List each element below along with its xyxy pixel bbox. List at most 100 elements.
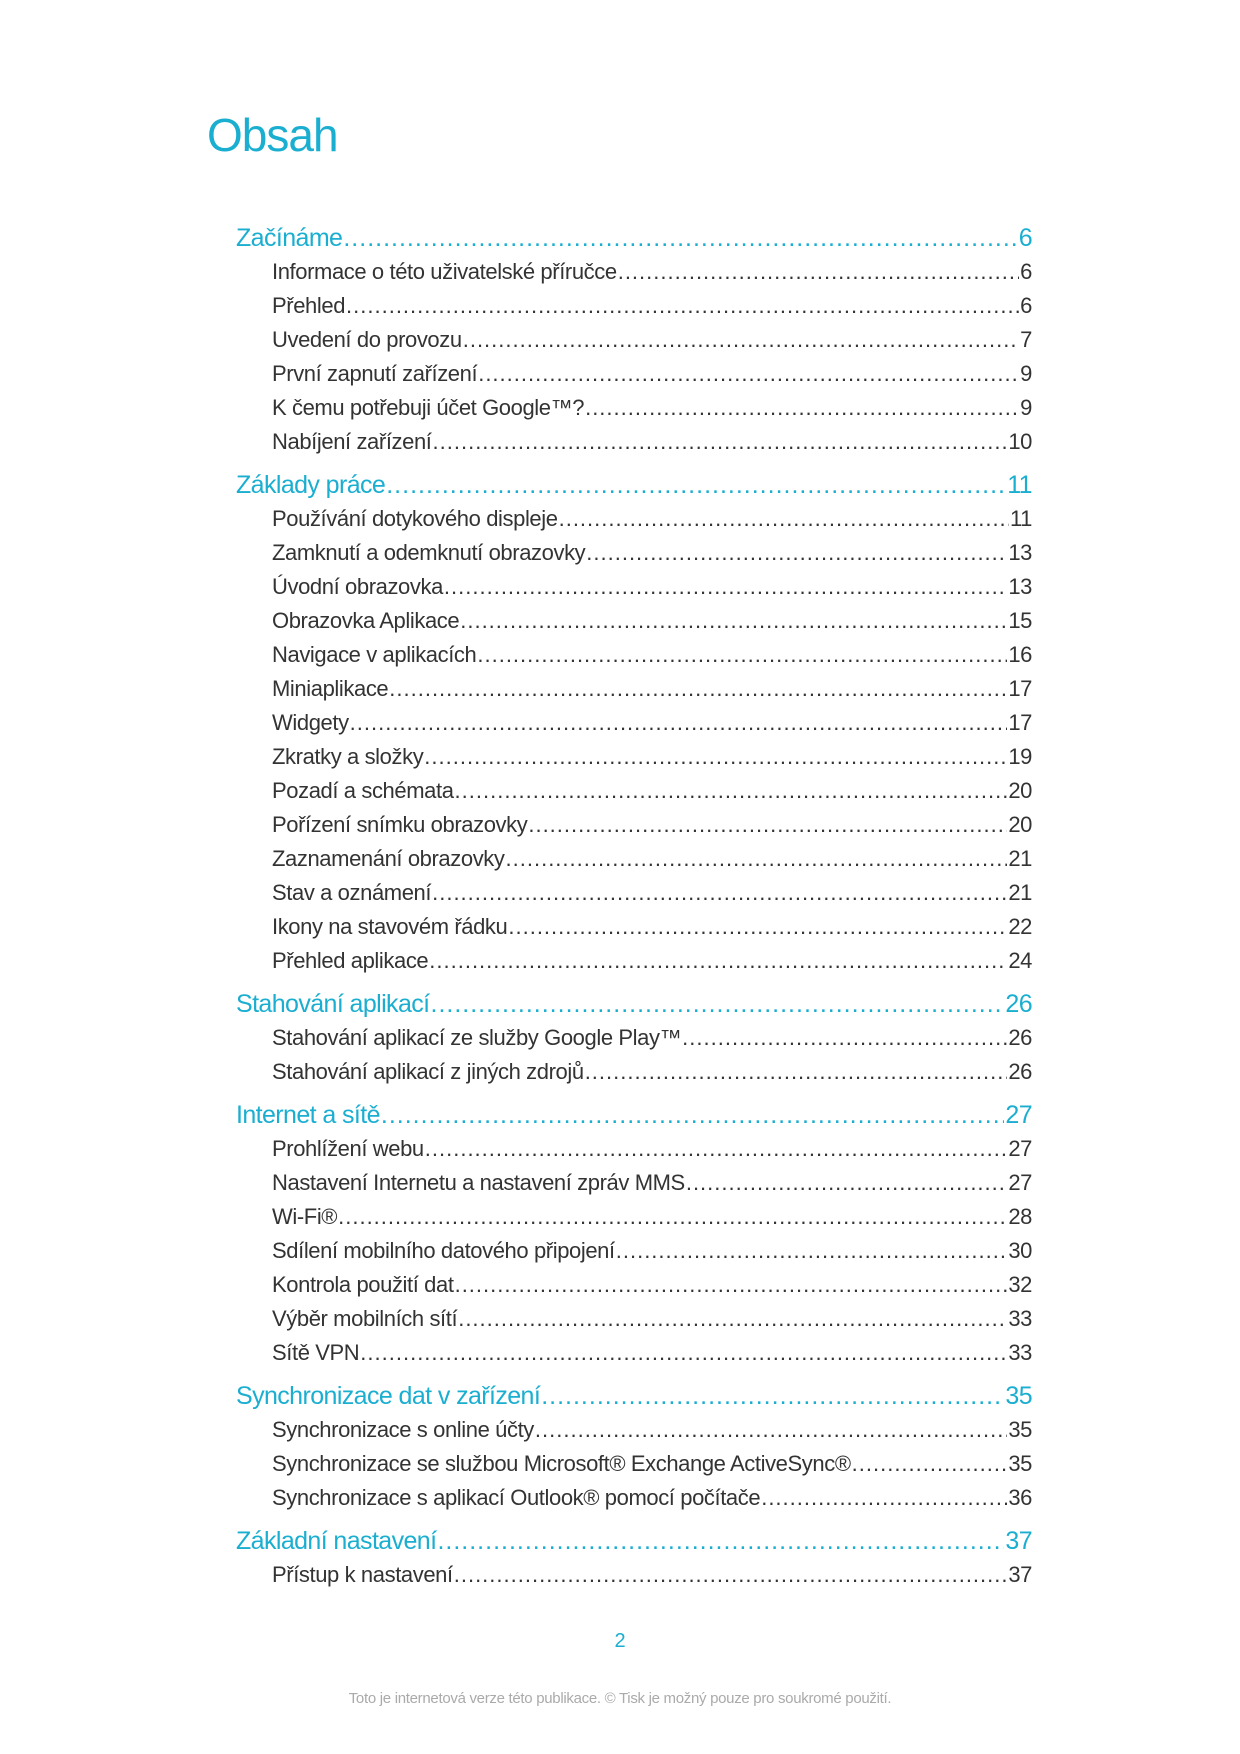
toc-item[interactable]: Miniaplikace 17 bbox=[236, 672, 1032, 706]
toc-item[interactable]: Wi-Fi® 28 bbox=[236, 1200, 1032, 1234]
toc-section[interactable]: Začínáme 6 bbox=[236, 221, 1032, 255]
toc-item[interactable]: Prohlížení webu 27 bbox=[236, 1132, 1032, 1166]
toc-item[interactable]: Přístup k nastavení 37 bbox=[236, 1558, 1032, 1592]
toc-label: Obrazovka Aplikace bbox=[272, 608, 460, 633]
toc-label: Uvedení do provozu bbox=[272, 327, 462, 352]
toc-page: 13 bbox=[1008, 574, 1032, 599]
toc-page: 27 bbox=[1008, 1136, 1032, 1161]
toc-label: Synchronizace dat v zařízení bbox=[236, 1382, 541, 1410]
toc-page: 33 bbox=[1008, 1340, 1032, 1365]
toc-item[interactable]: Nastavení Internetu a nastavení zpráv MM… bbox=[236, 1166, 1032, 1200]
toc-page: 30 bbox=[1008, 1238, 1032, 1263]
toc-item[interactable]: Zamknutí a odemknutí obrazovky 13 bbox=[236, 536, 1032, 570]
toc-item[interactable]: Úvodní obrazovka 13 bbox=[236, 570, 1032, 604]
dot-leader bbox=[528, 808, 1007, 842]
dot-leader bbox=[477, 638, 1007, 672]
dot-leader bbox=[852, 1447, 1008, 1481]
dot-leader bbox=[389, 672, 1007, 706]
toc-section[interactable]: Internet a sítě 27 bbox=[236, 1098, 1032, 1132]
toc-label: Ikony na stavovém řádku bbox=[272, 914, 508, 939]
toc-label: Nastavení Internetu a nastavení zpráv MM… bbox=[272, 1170, 685, 1195]
toc-item[interactable]: Výběr mobilních sítí 33 bbox=[236, 1302, 1032, 1336]
dot-leader bbox=[506, 842, 1008, 876]
toc-page: 9 bbox=[1020, 395, 1032, 420]
toc-item[interactable]: K čemu potřebuji účet Google™? 9 bbox=[236, 391, 1032, 425]
toc-section[interactable]: Základní nastavení 37 bbox=[236, 1524, 1032, 1558]
toc-item[interactable]: Widgety 17 bbox=[236, 706, 1032, 740]
toc-section[interactable]: Základy práce 11 bbox=[236, 468, 1032, 502]
toc-item[interactable]: Navigace v aplikacích 16 bbox=[236, 638, 1032, 672]
dot-leader bbox=[381, 1098, 1005, 1132]
toc-page: 11 bbox=[1009, 506, 1032, 531]
toc-label: První zapnutí zařízení bbox=[272, 361, 478, 386]
toc-label: Synchronizace s online účty bbox=[272, 1417, 534, 1442]
dot-leader bbox=[386, 468, 1006, 502]
toc-label: Začínáme bbox=[236, 224, 343, 252]
dot-leader bbox=[458, 1302, 1007, 1336]
toc-label: Základy práce bbox=[236, 471, 386, 499]
toc-page: 6 bbox=[1018, 224, 1032, 252]
dot-leader bbox=[761, 1481, 1007, 1515]
toc-item[interactable]: Přehled 6 bbox=[236, 289, 1032, 323]
toc-item[interactable]: Stav a oznámení 21 bbox=[236, 876, 1032, 910]
toc-page: 27 bbox=[1005, 1101, 1032, 1129]
dot-leader bbox=[682, 1021, 1007, 1055]
toc-page: 32 bbox=[1008, 1272, 1032, 1297]
toc-item[interactable]: Stahování aplikací ze služby Google Play… bbox=[236, 1021, 1032, 1055]
toc-label: Prohlížení webu bbox=[272, 1136, 424, 1161]
toc-label: Stav a oznámení bbox=[272, 880, 432, 905]
toc-item[interactable]: Používání dotykového displeje 11 bbox=[236, 502, 1032, 536]
toc-item[interactable]: Kontrola použití dat 32 bbox=[236, 1268, 1032, 1302]
toc-page: 35 bbox=[1008, 1417, 1032, 1442]
dot-leader bbox=[424, 740, 1007, 774]
toc-item[interactable]: Obrazovka Aplikace 15 bbox=[236, 604, 1032, 638]
toc-item[interactable]: Sdílení mobilního datového připojení 30 bbox=[236, 1234, 1032, 1268]
toc-page: 17 bbox=[1008, 676, 1032, 701]
toc-page: 10 bbox=[1008, 429, 1032, 454]
dot-leader bbox=[432, 876, 1007, 910]
toc-item[interactable]: Pozadí a schémata 20 bbox=[236, 774, 1032, 808]
toc-label: Zaznamenání obrazovky bbox=[272, 846, 505, 871]
toc-item[interactable]: Sítě VPN 33 bbox=[236, 1336, 1032, 1370]
toc-page: 13 bbox=[1008, 540, 1032, 565]
dot-leader bbox=[360, 1336, 1007, 1370]
dot-leader bbox=[431, 987, 1005, 1021]
toc-item[interactable]: Uvedení do provozu 7 bbox=[236, 323, 1032, 357]
toc-item[interactable]: Přehled aplikace 24 bbox=[236, 944, 1032, 978]
toc-label: Navigace v aplikacích bbox=[272, 642, 477, 667]
toc-item[interactable]: Nabíjení zařízení 10 bbox=[236, 425, 1032, 459]
dot-leader bbox=[618, 255, 1019, 289]
dot-leader bbox=[478, 357, 1019, 391]
dot-leader bbox=[586, 536, 1007, 570]
toc-item[interactable]: Synchronizace s aplikací Outlook® pomocí… bbox=[236, 1481, 1032, 1515]
toc-label: Stahování aplikací bbox=[236, 990, 430, 1018]
toc-section[interactable]: Synchronizace dat v zařízení 35 bbox=[236, 1379, 1032, 1413]
toc-page: 36 bbox=[1008, 1485, 1032, 1510]
toc-label: Základní nastavení bbox=[236, 1527, 437, 1555]
toc-label: Nabíjení zařízení bbox=[272, 429, 432, 454]
toc-item[interactable]: Ikony na stavovém řádku 22 bbox=[236, 910, 1032, 944]
toc-label: Kontrola použití dat bbox=[272, 1272, 454, 1297]
toc-page: 20 bbox=[1008, 812, 1032, 837]
dot-leader bbox=[425, 1132, 1008, 1166]
footer-note: Toto je internetová verze této publikace… bbox=[348, 1690, 892, 1707]
toc-label: Internet a sítě bbox=[236, 1101, 380, 1129]
toc-item[interactable]: První zapnutí zařízení 9 bbox=[236, 357, 1032, 391]
toc-page: 9 bbox=[1020, 361, 1032, 386]
dot-leader bbox=[559, 502, 1009, 536]
toc-page: 20 bbox=[1008, 778, 1032, 803]
toc-page: 22 bbox=[1008, 914, 1032, 939]
toc-item[interactable]: Zkratky a složky 19 bbox=[236, 740, 1032, 774]
toc-item[interactable]: Zaznamenání obrazovky 21 bbox=[236, 842, 1032, 876]
dot-leader bbox=[455, 774, 1008, 808]
dot-leader bbox=[541, 1379, 1004, 1413]
dot-leader bbox=[616, 1234, 1008, 1268]
toc-item[interactable]: Stahování aplikací z jiných zdrojů 26 bbox=[236, 1055, 1032, 1089]
toc-item[interactable]: Synchronizace s online účty 35 bbox=[236, 1413, 1032, 1447]
toc-item[interactable]: Pořízení snímku obrazovky 20 bbox=[236, 808, 1032, 842]
toc-item[interactable]: Synchronizace se službou Microsoft® Exch… bbox=[236, 1447, 1032, 1481]
toc-label: Pozadí a schémata bbox=[272, 778, 454, 803]
toc-section[interactable]: Stahování aplikací 26 bbox=[236, 987, 1032, 1021]
toc-item[interactable]: Informace o této uživatelské příručce 6 bbox=[236, 255, 1032, 289]
toc-label: Widgety bbox=[272, 710, 349, 735]
